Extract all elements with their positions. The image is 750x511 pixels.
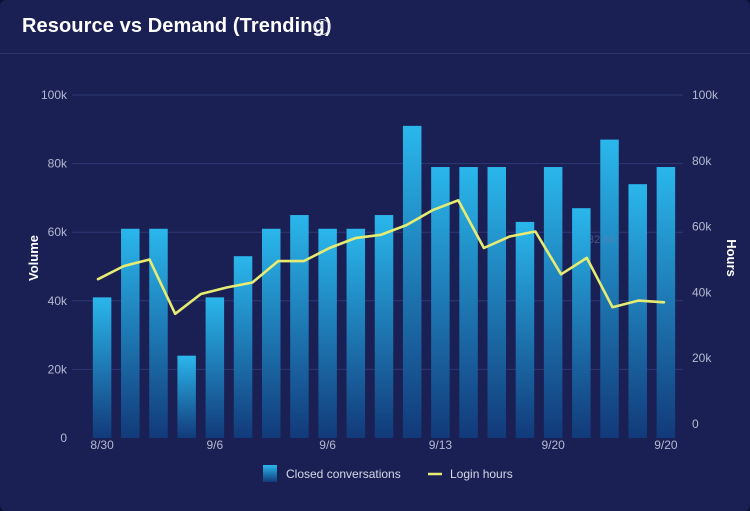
y-left-tick-label: 80k [48, 157, 68, 171]
x-tick-label: 9/20 [541, 438, 565, 452]
y-right-tick-label: 40k [692, 285, 712, 299]
x-axis: 8/30 9/6 9/6 9/13 9/20 9/20 [90, 438, 677, 452]
legend: Closed conversations Login hours [263, 465, 513, 482]
line-series [96, 199, 666, 316]
y-axis-right-title: Hours [724, 239, 739, 277]
bar [600, 139, 619, 438]
y-right-tick-label: 100k [692, 88, 719, 102]
y-left-tick-label: 0 [60, 431, 67, 445]
y-axis-left-title: Volume [26, 235, 41, 281]
x-tick-label: 9/20 [654, 438, 678, 452]
x-tick-label: 8/30 [90, 438, 114, 452]
bar [92, 297, 112, 438]
y-left-tick-label: 40k [48, 294, 68, 308]
bar [656, 167, 676, 438]
y-right-tick-label: 60k [692, 220, 712, 234]
legend-item-closed-conversations[interactable]: Closed conversations [263, 465, 401, 482]
card-header: Resource vs Demand (Trending) i [0, 0, 750, 54]
y-left-tick-label: 100k [41, 88, 68, 102]
bar [290, 215, 309, 438]
info-icon[interactable]: i [314, 19, 330, 35]
bar [431, 167, 450, 438]
chart-title: Resource vs Demand (Trending) [22, 15, 332, 37]
x-tick-label: 9/13 [429, 438, 453, 452]
bar [346, 228, 366, 438]
y-left-tick-label: 60k [48, 225, 68, 239]
y-right-tick-label: 20k [692, 351, 712, 365]
legend-label-login-hours: Login hours [450, 467, 513, 481]
y-right-tick-label: 0 [692, 417, 699, 431]
bar [515, 221, 535, 438]
login-hours-line [96, 199, 666, 316]
x-tick-label: 9/6 [319, 438, 336, 452]
bar [177, 355, 196, 438]
bar [233, 256, 253, 438]
bar [543, 167, 563, 438]
bar [628, 184, 647, 438]
y-axis-right: 0 20k 40k 60k 80k 100k [692, 88, 719, 431]
bar [402, 125, 422, 439]
bar [205, 297, 225, 438]
bar [374, 215, 394, 438]
y-right-tick-label: 80k [692, 154, 712, 168]
bar [149, 228, 168, 438]
data-label-annotation: 32.6k [588, 234, 615, 246]
bar [121, 228, 140, 438]
x-tick-label: 9/6 [207, 438, 224, 452]
legend-item-login-hours[interactable]: Login hours [428, 467, 513, 481]
bar-series [92, 125, 676, 439]
bar [261, 228, 281, 438]
legend-swatch-bar [263, 465, 277, 482]
legend-label-closed-conversations: Closed conversations [286, 467, 401, 481]
bar [459, 167, 478, 438]
y-left-tick-label: 20k [48, 362, 68, 376]
y-axis-left: 0 20k 40k 60k 80k 100k [41, 88, 68, 445]
bar [487, 167, 507, 438]
bar [318, 228, 337, 438]
